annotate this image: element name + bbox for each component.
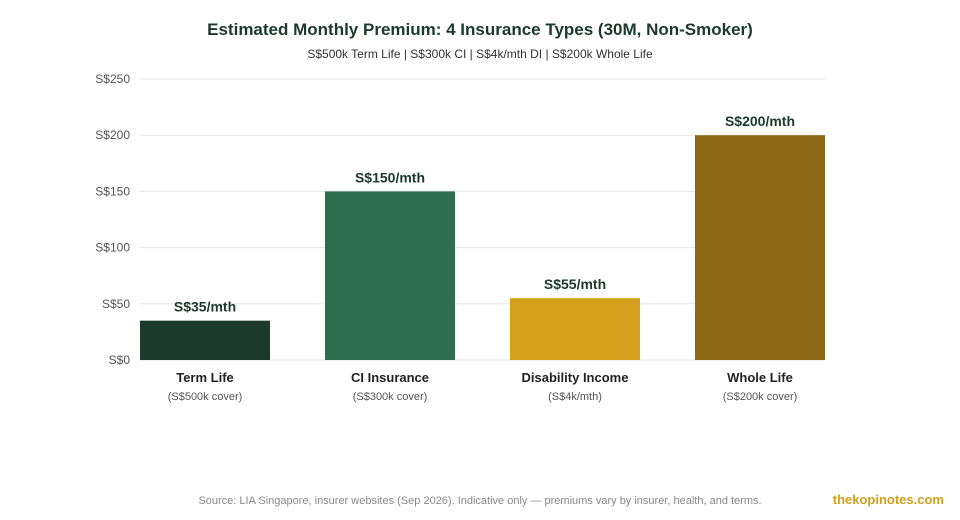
y-tick-label: S$0 (109, 353, 131, 367)
bar-term-life (140, 320, 270, 360)
category-sublabel: (S$500k cover) (168, 391, 243, 403)
brand-link[interactable]: thekopinotes.com (833, 492, 944, 507)
bar-disability-income (510, 298, 640, 360)
y-tick-label: S$50 (102, 297, 130, 311)
y-axis-ticks: S$0 S$50 S$100 S$150 S$200 S$250 (95, 72, 130, 367)
data-label: S$55/mth (544, 276, 606, 292)
y-tick-label: S$200 (95, 128, 130, 142)
y-tick-label: S$150 (95, 184, 130, 198)
category-labels: Term Life (S$500k cover) CI Insurance (S$30… (168, 370, 798, 403)
category-sublabel: (S$4k/mth) (548, 391, 602, 403)
chart-title: Estimated Monthly Premium: 4 Insurance T… (207, 20, 753, 39)
category-label: Whole Life (727, 370, 793, 385)
category-label: CI Insurance (351, 370, 429, 385)
data-label: S$200/mth (725, 113, 795, 129)
chart-subtitle: S$500k Term Life | S$300k CI | S$4k/mth … (307, 47, 653, 61)
bar-ci-insurance (325, 191, 455, 360)
source-note: Source: LIA Singapore, insurer websites … (198, 495, 761, 507)
data-labels: S$35/mth S$150/mth S$55/mth S$200/mth (174, 113, 795, 314)
data-label: S$35/mth (174, 299, 236, 315)
category-label: Disability Income (522, 370, 629, 385)
category-label: Term Life (176, 370, 234, 385)
data-label: S$150/mth (355, 169, 425, 185)
y-tick-label: S$250 (95, 72, 130, 86)
category-sublabel: (S$200k cover) (723, 391, 798, 403)
bars (140, 135, 825, 360)
y-tick-label: S$100 (95, 241, 130, 255)
category-sublabel: (S$300k cover) (353, 391, 428, 403)
bar-whole-life (695, 135, 825, 360)
